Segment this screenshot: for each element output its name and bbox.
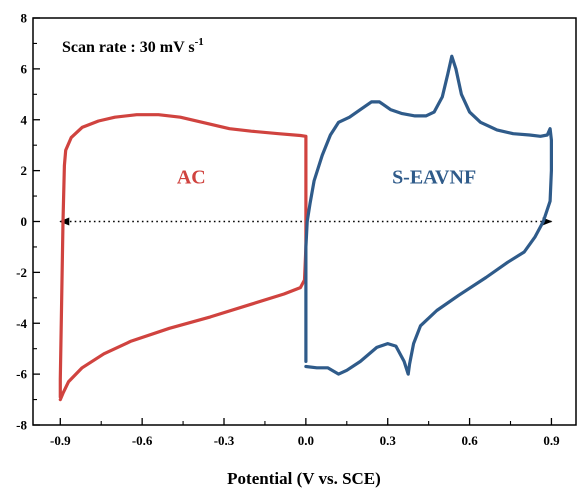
y-tick-label: -6 — [16, 367, 27, 382]
series-lines — [58, 54, 554, 402]
series-line-s-eavnf — [304, 54, 554, 376]
x-tick-label: -0.3 — [214, 433, 235, 448]
series-labels: AC S-EAVNF — [177, 166, 476, 188]
y-tick-label: 4 — [21, 112, 28, 127]
y-tick-label: 2 — [21, 163, 28, 178]
x-tick-label: -0.9 — [50, 433, 71, 448]
x-axis-title: Potential (V vs. SCE) — [227, 469, 381, 488]
y-tick-label: 8 — [21, 11, 28, 26]
x-tick-label: -0.6 — [132, 433, 153, 448]
y-tick-label: -8 — [16, 418, 27, 433]
series-line-ac — [58, 113, 308, 402]
x-tick-label: 0.6 — [461, 433, 478, 448]
x-axis-ticks: -0.9 -0.6 -0.3 0.0 0.3 0.6 0.9 — [50, 418, 560, 448]
series-label-ac: AC — [177, 166, 206, 188]
scan-rate-superscript: -1 — [195, 36, 204, 48]
x-tick-label: 0.9 — [543, 433, 560, 448]
y-tick-label: 0 — [21, 214, 28, 229]
y-tick-label: 6 — [21, 61, 28, 76]
y-axis-ticks: -8 -6 -4 -2 0 2 4 6 8 — [16, 11, 40, 433]
x-tick-label: 0.3 — [380, 433, 397, 448]
series-label-s-eavnf: S-EAVNF — [392, 166, 476, 188]
y-tick-label: -2 — [16, 265, 27, 280]
scan-rate-annotation: Scan rate : 30 mV s-1 — [62, 36, 204, 56]
scan-rate-text: Scan rate : 30 mV s — [62, 39, 195, 56]
x-tick-label: 0.0 — [298, 433, 314, 448]
y-tick-label: -4 — [16, 316, 27, 331]
